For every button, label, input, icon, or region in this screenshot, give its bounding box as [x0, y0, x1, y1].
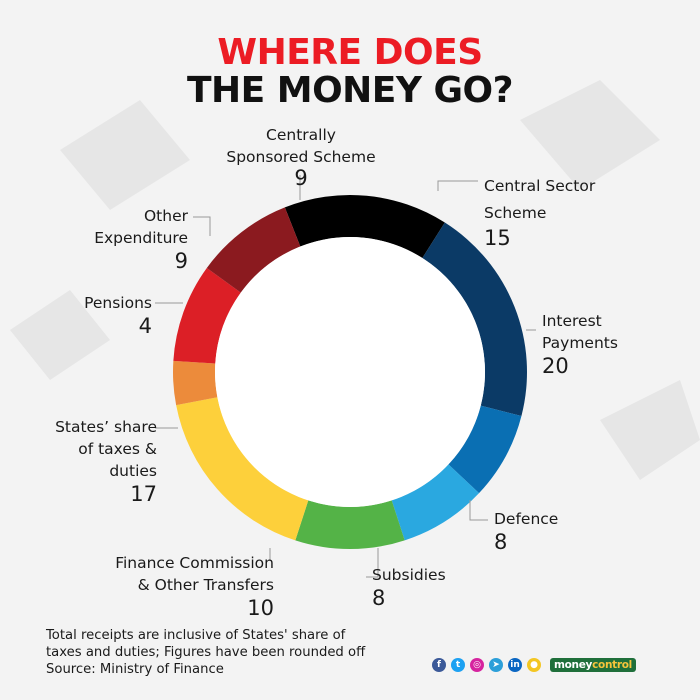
label-other-line2: Expenditure	[94, 229, 188, 247]
leader-defence	[469, 500, 488, 521]
leader-other	[193, 216, 211, 236]
label-interest-line2: Payments	[542, 334, 618, 352]
value-subsidies: 8	[372, 586, 386, 610]
brand-bar: f t ◎ ➤ in ● money control	[432, 655, 636, 675]
value-centrally: 9	[294, 166, 308, 190]
title-line1: WHERE DOES	[217, 32, 483, 73]
title-line2: THE MONEY GO?	[186, 70, 514, 111]
label-centrally-line2: Sponsored Scheme	[226, 148, 376, 166]
donut-slice-central-sector-scheme	[284, 195, 445, 259]
label-finance-commission: Finance Commission & Other Transfers 10	[115, 552, 274, 620]
label-central-sector-line2: Scheme	[484, 204, 547, 222]
donut-slice-centrally-sponsored-scheme	[206, 207, 301, 293]
value-defence: 8	[494, 530, 508, 554]
bg-shape	[60, 100, 190, 210]
label-subsidies-line1: Subsidies	[372, 566, 446, 584]
value-central-sector: 15	[484, 226, 511, 250]
value-other: 9	[174, 249, 188, 273]
twitter-icon[interactable]: t	[451, 658, 465, 672]
label-defence: Defence 8	[494, 508, 558, 554]
label-other-expenditure: Other Expenditure 9	[94, 205, 188, 273]
donut-slice-pensions	[173, 360, 218, 406]
donut-slice-interest-payments	[422, 222, 527, 417]
footnote-line1: Total receipts are inclusive of States' …	[46, 628, 346, 643]
label-centrally-sponsored: Centrally Sponsored Scheme 9	[176, 124, 426, 190]
donut-hole	[215, 237, 485, 507]
donut-slice-other-expenditure	[173, 267, 241, 364]
label-central-sector: Central Sector Scheme 15	[484, 172, 595, 250]
facebook-icon[interactable]: f	[432, 658, 446, 672]
value-interest: 20	[542, 354, 569, 378]
label-finance-line1: Finance Commission	[115, 554, 274, 572]
bg-shape	[600, 380, 700, 480]
label-pensions: Pensions 4	[84, 292, 152, 338]
telegram-icon[interactable]: ➤	[489, 658, 503, 672]
instagram-icon[interactable]: ◎	[470, 658, 484, 672]
donut-slice-finance-commission-other-transfers	[295, 500, 405, 549]
label-states-line3: duties	[109, 462, 157, 480]
label-states-share: States’ share of taxes & duties 17	[55, 416, 157, 506]
leader-subsidies	[366, 548, 379, 578]
logo-part1: money	[554, 659, 593, 671]
footnote-source: Source: Ministry of Finance	[46, 662, 224, 677]
linkedin-icon[interactable]: in	[508, 658, 522, 672]
value-states: 17	[130, 482, 157, 506]
label-centrally-line1: Centrally	[266, 126, 336, 144]
footnote: Total receipts are inclusive of States' …	[46, 627, 386, 678]
footnote-line2: taxes and duties; Figures have been roun…	[46, 645, 366, 660]
label-pensions-line1: Pensions	[84, 294, 152, 312]
label-states-line1: States’ share	[55, 418, 157, 436]
moneycontrol-logo[interactable]: money control	[550, 658, 636, 672]
label-subsidies: Subsidies 8	[372, 564, 446, 610]
label-central-sector-line1: Central Sector	[484, 177, 596, 195]
logo-part2: control	[592, 659, 632, 671]
leader-central-sector	[437, 180, 478, 191]
koo-icon[interactable]: ●	[527, 658, 541, 672]
social-icons: f t ◎ ➤ in ●	[432, 658, 546, 672]
donut-slice-subsidies	[391, 464, 480, 541]
label-states-line2: of taxes &	[78, 440, 157, 458]
label-finance-line2: & Other Transfers	[137, 576, 274, 594]
bg-shape	[10, 290, 110, 380]
value-pensions: 4	[138, 314, 152, 338]
bg-shape	[520, 80, 660, 190]
label-other-line1: Other	[143, 207, 188, 225]
label-defence-line1: Defence	[494, 510, 559, 528]
label-interest: Interest Payments 20	[542, 310, 618, 378]
label-interest-line1: Interest	[542, 312, 602, 330]
value-finance: 10	[247, 596, 274, 620]
donut-slice-defence	[448, 405, 522, 494]
donut-slice-states-share-of-taxes-duties	[176, 397, 309, 541]
